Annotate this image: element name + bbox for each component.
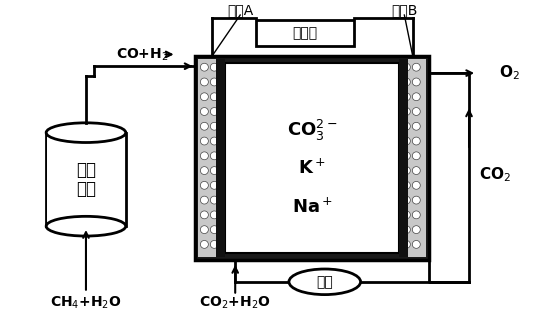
Text: 重整: 重整 bbox=[76, 180, 96, 198]
Bar bbox=[198, 59, 213, 257]
Circle shape bbox=[201, 63, 208, 71]
Circle shape bbox=[211, 167, 218, 175]
Bar bbox=[399, 59, 426, 257]
Circle shape bbox=[412, 167, 420, 175]
Circle shape bbox=[412, 196, 420, 204]
Bar bbox=[256, 20, 353, 46]
Circle shape bbox=[201, 181, 208, 189]
Bar bbox=[47, 133, 125, 226]
Circle shape bbox=[211, 196, 218, 204]
Bar bbox=[216, 59, 225, 257]
Text: CO+H$_2$: CO+H$_2$ bbox=[116, 46, 168, 62]
Text: CO$_2$: CO$_2$ bbox=[479, 165, 511, 184]
Circle shape bbox=[211, 78, 218, 86]
Circle shape bbox=[412, 211, 420, 219]
Text: 脱水: 脱水 bbox=[316, 275, 333, 289]
Circle shape bbox=[402, 108, 411, 116]
Bar bbox=[46, 133, 126, 226]
Circle shape bbox=[412, 152, 420, 160]
Text: 电极A: 电极A bbox=[227, 3, 253, 17]
Circle shape bbox=[211, 211, 218, 219]
Circle shape bbox=[402, 196, 411, 204]
Text: 用电器: 用电器 bbox=[293, 26, 317, 40]
Ellipse shape bbox=[46, 216, 126, 236]
Circle shape bbox=[412, 226, 420, 234]
Circle shape bbox=[201, 152, 208, 160]
Circle shape bbox=[402, 167, 411, 175]
Circle shape bbox=[211, 181, 218, 189]
Circle shape bbox=[402, 226, 411, 234]
Circle shape bbox=[211, 152, 218, 160]
Circle shape bbox=[201, 226, 208, 234]
Circle shape bbox=[211, 63, 218, 71]
Ellipse shape bbox=[289, 269, 361, 295]
Circle shape bbox=[412, 122, 420, 130]
Circle shape bbox=[402, 122, 411, 130]
Circle shape bbox=[402, 152, 411, 160]
Text: CH$_4$+H$_2$O: CH$_4$+H$_2$O bbox=[50, 294, 122, 311]
Text: Na$^+$: Na$^+$ bbox=[292, 197, 333, 217]
Circle shape bbox=[412, 63, 420, 71]
Circle shape bbox=[412, 137, 420, 145]
Bar bbox=[196, 57, 429, 260]
Circle shape bbox=[211, 93, 218, 101]
Circle shape bbox=[402, 78, 411, 86]
Circle shape bbox=[402, 211, 411, 219]
Text: 电极B: 电极B bbox=[391, 3, 418, 17]
Circle shape bbox=[412, 241, 420, 248]
Circle shape bbox=[412, 108, 420, 116]
Ellipse shape bbox=[46, 123, 126, 143]
Circle shape bbox=[402, 181, 411, 189]
Circle shape bbox=[201, 78, 208, 86]
Text: CO$_2$+H$_2$O: CO$_2$+H$_2$O bbox=[199, 294, 271, 311]
Bar bbox=[225, 63, 399, 253]
Circle shape bbox=[201, 211, 208, 219]
Circle shape bbox=[211, 226, 218, 234]
Text: K$^+$: K$^+$ bbox=[299, 158, 326, 177]
Circle shape bbox=[402, 93, 411, 101]
Circle shape bbox=[201, 137, 208, 145]
Circle shape bbox=[201, 93, 208, 101]
Circle shape bbox=[211, 108, 218, 116]
Text: CO$_3^{2-}$: CO$_3^{2-}$ bbox=[287, 118, 337, 143]
Bar bbox=[213, 59, 225, 257]
Text: O$_2$: O$_2$ bbox=[499, 64, 520, 83]
Circle shape bbox=[211, 137, 218, 145]
Circle shape bbox=[402, 137, 411, 145]
Circle shape bbox=[201, 196, 208, 204]
Circle shape bbox=[402, 63, 411, 71]
Bar bbox=[399, 59, 408, 257]
Circle shape bbox=[201, 122, 208, 130]
Circle shape bbox=[402, 241, 411, 248]
Circle shape bbox=[412, 93, 420, 101]
Text: 催化: 催化 bbox=[76, 160, 96, 179]
Circle shape bbox=[201, 241, 208, 248]
Circle shape bbox=[211, 241, 218, 248]
Circle shape bbox=[201, 167, 208, 175]
Circle shape bbox=[211, 122, 218, 130]
Circle shape bbox=[412, 181, 420, 189]
Circle shape bbox=[201, 108, 208, 116]
Circle shape bbox=[412, 78, 420, 86]
